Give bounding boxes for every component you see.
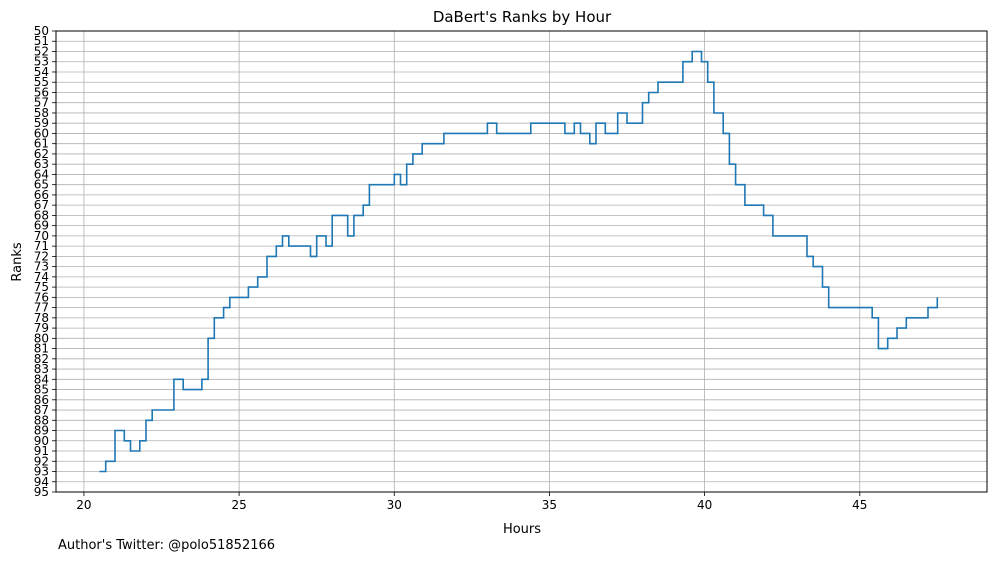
y-tick-label: 86 xyxy=(34,393,49,407)
y-tick-label: 62 xyxy=(34,147,49,161)
y-tick-label: 64 xyxy=(34,167,49,181)
y-tick-label: 79 xyxy=(34,321,49,335)
y-tick-label: 72 xyxy=(34,249,49,263)
y-axis-label: Ranks xyxy=(10,242,25,281)
y-tick-label: 92 xyxy=(34,454,49,468)
y-tick-label: 66 xyxy=(34,188,49,202)
y-tick-label: 76 xyxy=(34,290,49,304)
y-tick-label: 93 xyxy=(34,465,49,479)
y-tick-label: 85 xyxy=(34,383,49,397)
y-tick-label: 65 xyxy=(34,178,49,192)
y-tick-label: 69 xyxy=(34,219,49,233)
y-tick-label: 60 xyxy=(34,126,49,140)
y-tick-label: 89 xyxy=(34,424,49,438)
plot-frame xyxy=(55,30,988,493)
y-tick-label: 67 xyxy=(34,198,49,212)
y-tick-label: 82 xyxy=(34,352,49,366)
y-tick-label: 56 xyxy=(34,85,49,99)
y-tick-label: 57 xyxy=(34,96,49,110)
y-tick-label: 91 xyxy=(34,444,49,458)
y-tick-label: 50 xyxy=(34,24,49,38)
ticks: 20 25 30 35 40 45 5051525354555657585960616263… xyxy=(34,24,868,512)
y-tick-label: 55 xyxy=(34,75,49,89)
series-line xyxy=(99,50,939,473)
y-tick-label: 94 xyxy=(34,475,49,489)
y-tick-label: 71 xyxy=(34,239,49,253)
y-tick-label: 51 xyxy=(34,34,49,48)
y-tick-label: 77 xyxy=(34,301,49,315)
y-tick-label: 80 xyxy=(34,331,49,345)
y-tick-label: 54 xyxy=(34,65,49,79)
y-tick-label: 84 xyxy=(34,372,49,386)
x-tick-label: 35 xyxy=(542,498,557,512)
x-tick-label: 30 xyxy=(387,498,402,512)
y-tick-label: 88 xyxy=(34,413,49,427)
y-tick-label: 68 xyxy=(34,208,49,222)
grid xyxy=(56,30,987,493)
x-tick-label: 40 xyxy=(697,498,712,512)
x-axis-label: Hours xyxy=(503,522,541,537)
x-tick-label: 25 xyxy=(231,498,246,512)
y-tick-label: 53 xyxy=(34,55,49,69)
y-tick-label: 59 xyxy=(34,116,49,130)
y-tick-label: 74 xyxy=(34,270,49,284)
chart-title: DaBert's Ranks by Hour xyxy=(433,8,612,26)
y-tick-label: 78 xyxy=(34,311,49,325)
y-tick-label: 75 xyxy=(34,280,49,294)
y-tick-label: 95 xyxy=(34,485,49,499)
y-tick-label: 90 xyxy=(34,434,49,448)
x-tick-label: 45 xyxy=(852,498,867,512)
y-tick-label: 58 xyxy=(34,106,49,120)
y-tick-label: 70 xyxy=(34,229,49,243)
author-credit: Author's Twitter: @polo51852166 xyxy=(58,538,276,553)
y-tick-label: 83 xyxy=(34,362,49,376)
y-tick-label: 63 xyxy=(34,157,49,171)
y-tick-label: 52 xyxy=(34,44,49,58)
y-tick-label: 61 xyxy=(34,137,49,151)
x-tick-label: 20 xyxy=(76,498,91,512)
y-tick-label: 87 xyxy=(34,403,49,417)
y-tick-label: 73 xyxy=(34,260,49,274)
y-tick-label: 81 xyxy=(34,342,49,356)
